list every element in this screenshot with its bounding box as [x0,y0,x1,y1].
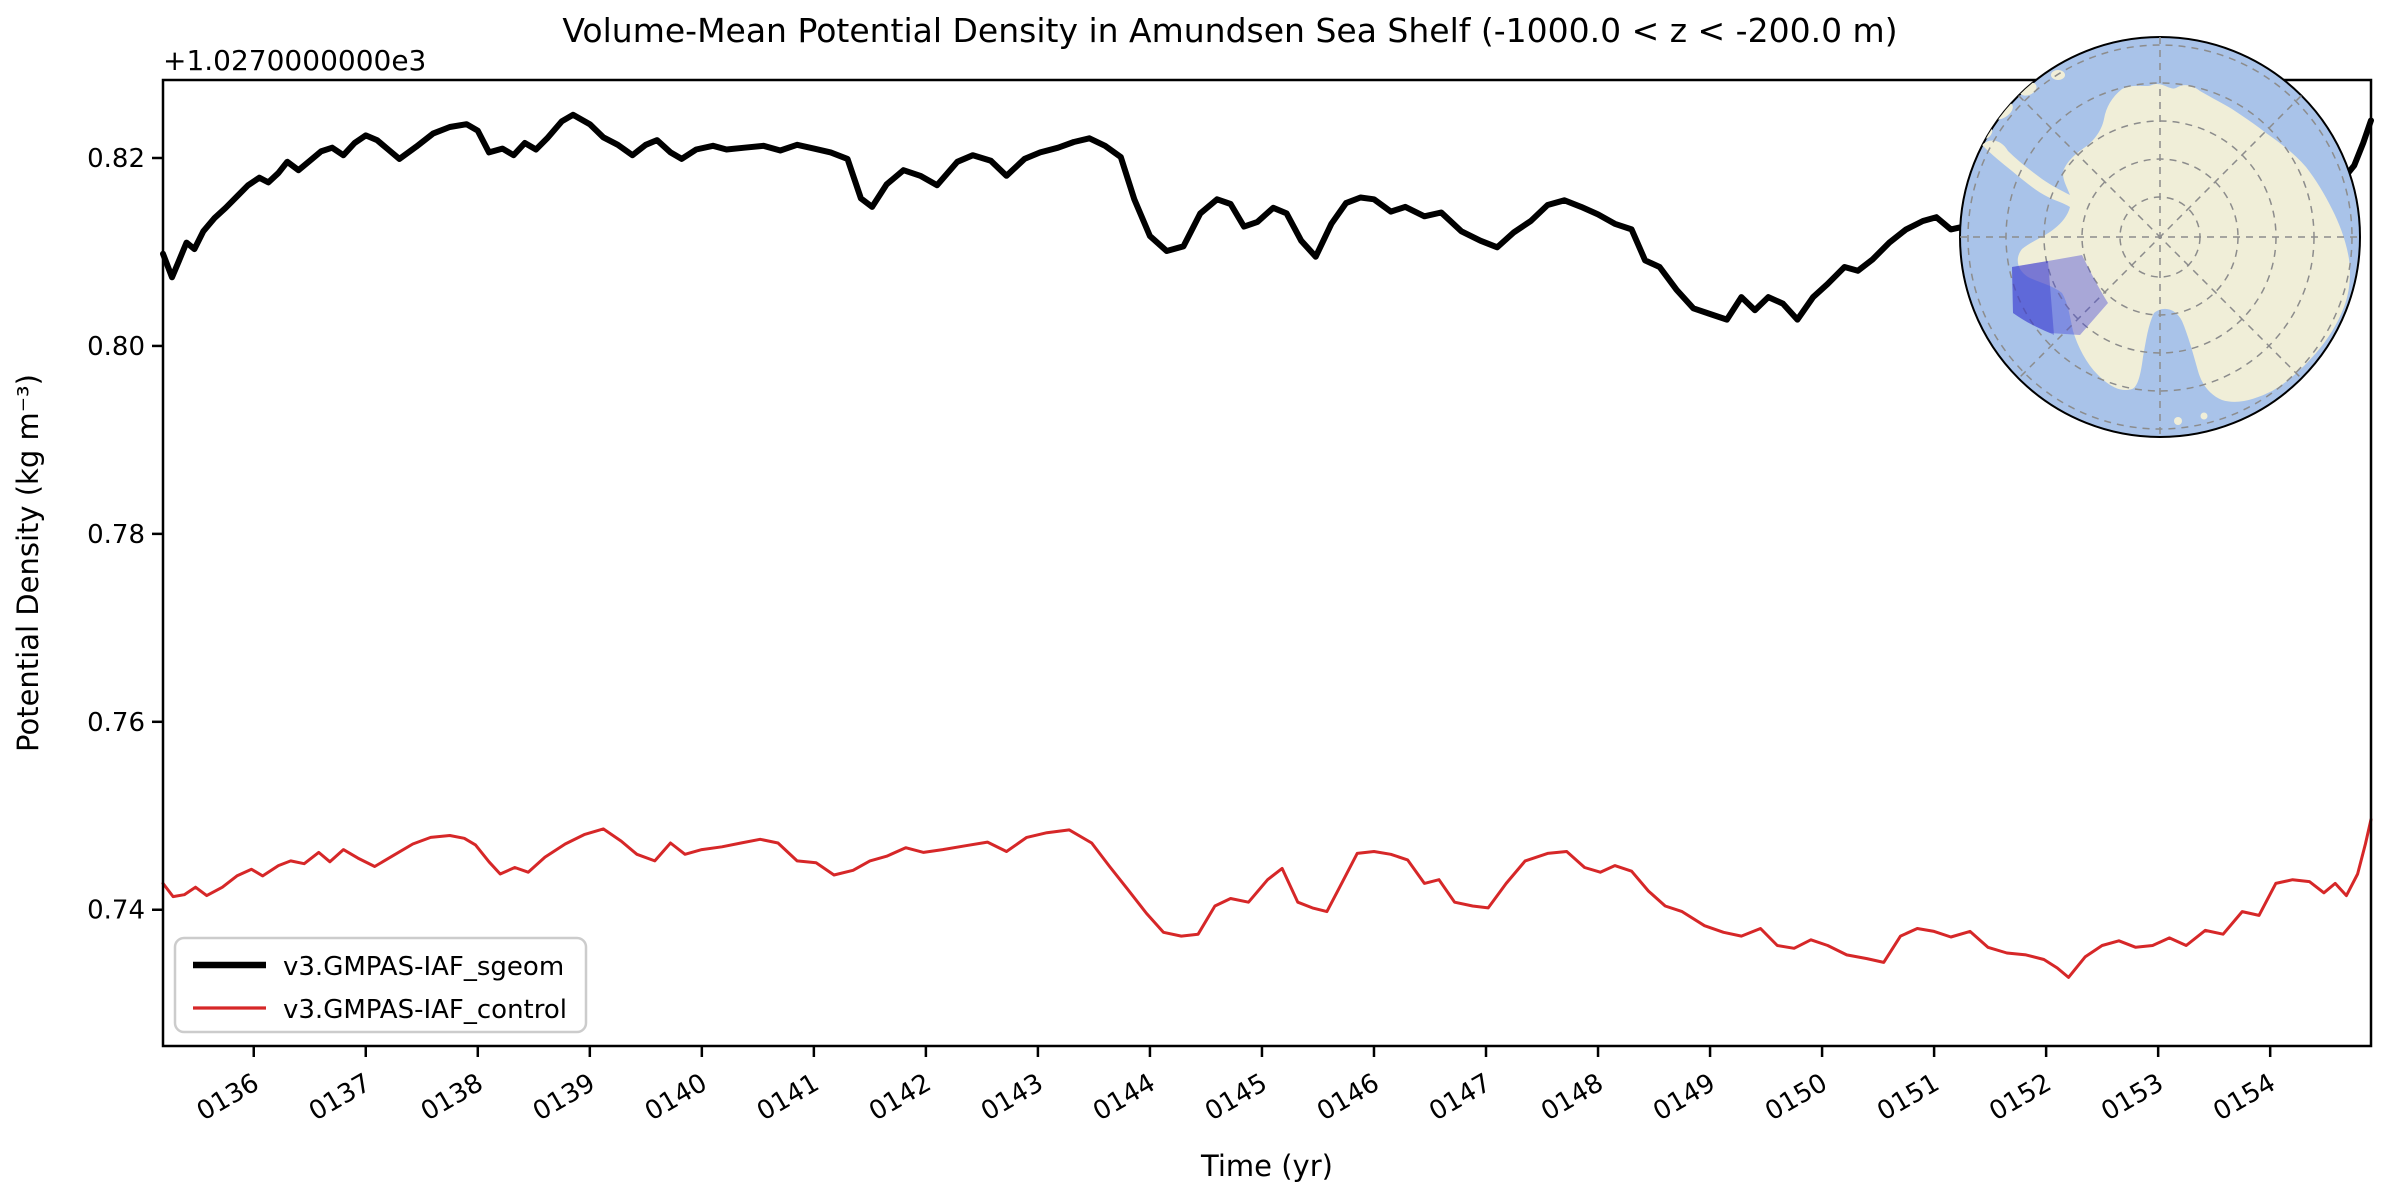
legend-label-control: v3.GMPAS-IAF_control [283,995,567,1025]
map-region-amundsen-shelf [2012,255,2108,335]
x-tick-label: 0140 [640,1068,712,1127]
x-tick-label: 0149 [1648,1068,1720,1127]
x-axis-label: Time (yr) [1200,1149,1333,1183]
x-tick-label: 0145 [1200,1068,1272,1127]
x-tick-label: 0143 [976,1068,1048,1127]
series-line-0 [160,111,2374,323]
legend-label-sgeom: v3.GMPAS-IAF_sgeom [283,952,564,982]
chart-title: Volume-Mean Potential Density in Amundse… [562,11,1897,50]
x-tick-label: 0141 [752,1068,824,1127]
x-tick-label: 0139 [528,1068,600,1127]
legend-box [173,936,588,1034]
y-tick-label: 0.80 [87,332,145,362]
x-tick-label: 0144 [1088,1068,1160,1127]
x-tick-label: 0147 [1424,1068,1496,1127]
axes-spines [161,78,2373,1048]
y-tick-label: 0.82 [87,144,145,174]
y-axis-label: Potential Density (kg m⁻³) [11,374,45,752]
map-region-west-dark [2012,261,2054,335]
map-graticule [1960,37,2360,437]
x-tick-label: 0150 [1760,1068,1832,1127]
graticule-meridian [2018,95,2302,379]
x-tick-label: 0138 [416,1068,488,1127]
series-line-1 [161,818,2373,979]
y-tick-label: 0.78 [87,520,145,550]
x-tick-label: 0146 [1312,1068,1384,1127]
x-tick-label: 0142 [864,1068,936,1127]
y-tick-label: 0.76 [87,708,145,738]
x-tick-label: 0153 [2096,1068,2168,1127]
x-tick-label: 0137 [304,1068,376,1127]
series-lines [160,111,2374,979]
x-tick-label: 0152 [1984,1068,2056,1127]
x-tick-label: 0148 [1536,1068,1608,1127]
x-tick-label: 0151 [1872,1068,1944,1127]
y-axis-offset-text: +1.0270000000e3 [163,44,426,77]
x-tick-label: 0154 [2208,1068,2280,1127]
inset-map-antarctica [1959,36,2361,438]
legend: v3.GMPAS-IAF_sgeom v3.GMPAS-IAF_control [173,936,588,1034]
x-tick-label: 0136 [192,1068,264,1127]
y-tick-label: 0.74 [87,896,145,926]
